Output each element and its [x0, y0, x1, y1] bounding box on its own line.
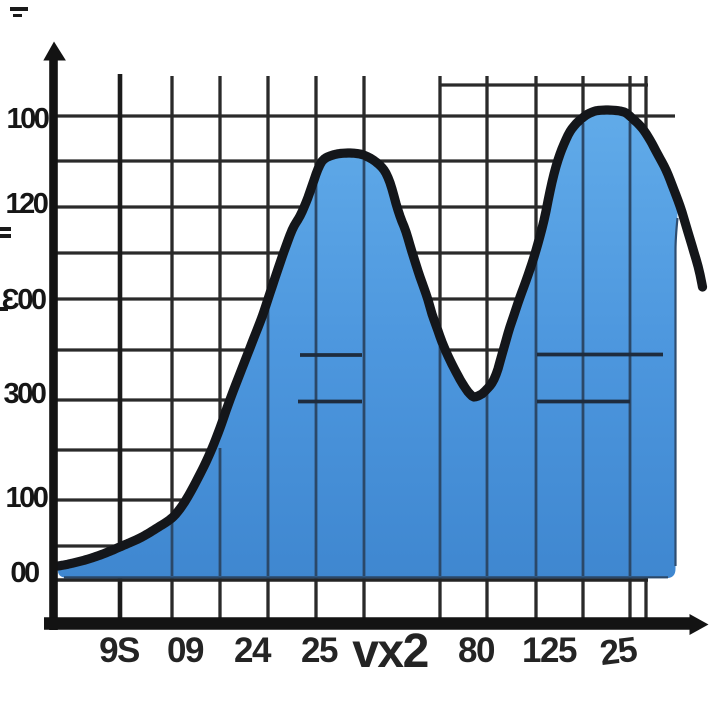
svg-text:Ɛ00: Ɛ00	[2, 284, 46, 316]
svg-text:100: 100	[6, 482, 48, 514]
svg-text:125: 125	[522, 631, 577, 670]
svg-text:100: 100	[7, 103, 49, 135]
svg-text:80: 80	[458, 631, 495, 670]
svg-text:vx2: vx2	[352, 625, 428, 678]
svg-text:24: 24	[234, 631, 272, 670]
svg-text:00: 00	[10, 557, 39, 589]
svg-text:9S: 9S	[99, 631, 139, 670]
svg-text:09: 09	[167, 631, 204, 670]
svg-text:120: 120	[6, 188, 48, 220]
svg-text:300: 300	[4, 378, 46, 410]
svg-text:25: 25	[301, 631, 338, 670]
svg-text:25: 25	[598, 630, 639, 673]
